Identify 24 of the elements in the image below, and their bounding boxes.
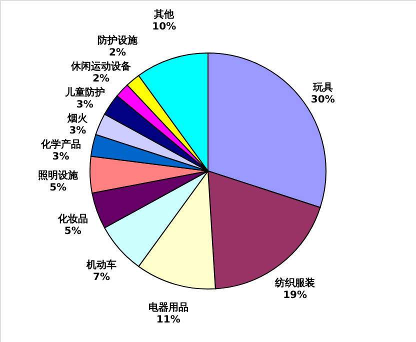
data-label: 3% bbox=[52, 152, 70, 162]
slice-label: 休闲运动设备 bbox=[70, 60, 132, 72]
slice-label: 纺织服装 bbox=[274, 277, 316, 290]
data-label: 2% bbox=[92, 74, 110, 84]
data-label: 3% bbox=[76, 100, 94, 110]
data-label: 5% bbox=[50, 182, 67, 194]
slice-label: 儿童防护 bbox=[64, 86, 105, 98]
slice-label: 机动车 bbox=[85, 258, 116, 271]
slice-label: 照明设施 bbox=[38, 169, 80, 182]
data-label: 30% bbox=[310, 94, 335, 106]
data-label: 3% bbox=[69, 126, 86, 136]
data-label: 10% bbox=[152, 22, 176, 32]
slice-label: 化妆品 bbox=[56, 213, 88, 226]
data-label: 5% bbox=[64, 226, 82, 238]
slice-label: 防护设施 bbox=[97, 34, 138, 46]
data-label: 19% bbox=[283, 290, 307, 302]
slice-label: 化学产品 bbox=[40, 138, 81, 150]
data-label: 7% bbox=[92, 272, 110, 283]
slice-label: 其他 bbox=[153, 8, 176, 20]
slice-label: 玩具 bbox=[312, 82, 333, 94]
slice-label: 电器用品 bbox=[148, 301, 188, 314]
data-label: 11% bbox=[156, 314, 180, 326]
data-label: 2% bbox=[108, 48, 126, 58]
slice-label: 烟火 bbox=[66, 112, 89, 124]
